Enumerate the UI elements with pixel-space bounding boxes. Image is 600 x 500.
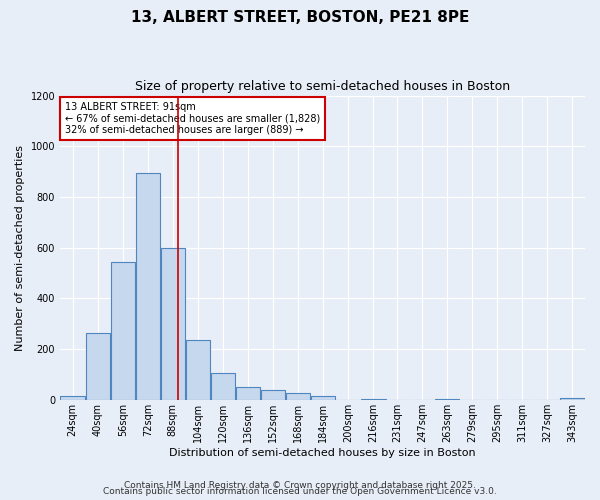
- Text: 13 ALBERT STREET: 91sqm
← 67% of semi-detached houses are smaller (1,828)
32% of: 13 ALBERT STREET: 91sqm ← 67% of semi-de…: [65, 102, 320, 135]
- Bar: [86, 332, 110, 400]
- Bar: [311, 396, 335, 400]
- Bar: [136, 173, 160, 400]
- Bar: [186, 340, 210, 400]
- Bar: [110, 262, 135, 400]
- Bar: [560, 398, 584, 400]
- Text: 13, ALBERT STREET, BOSTON, PE21 8PE: 13, ALBERT STREET, BOSTON, PE21 8PE: [131, 10, 469, 25]
- Bar: [161, 248, 185, 400]
- Bar: [211, 373, 235, 400]
- Title: Size of property relative to semi-detached houses in Boston: Size of property relative to semi-detach…: [135, 80, 510, 93]
- Bar: [286, 394, 310, 400]
- Y-axis label: Number of semi-detached properties: Number of semi-detached properties: [15, 144, 25, 350]
- Bar: [361, 398, 386, 400]
- Bar: [61, 396, 85, 400]
- Text: Contains HM Land Registry data © Crown copyright and database right 2025.: Contains HM Land Registry data © Crown c…: [124, 481, 476, 490]
- Text: Contains public sector information licensed under the Open Government Licence v3: Contains public sector information licen…: [103, 487, 497, 496]
- X-axis label: Distribution of semi-detached houses by size in Boston: Distribution of semi-detached houses by …: [169, 448, 476, 458]
- Bar: [435, 398, 459, 400]
- Bar: [261, 390, 286, 400]
- Bar: [236, 387, 260, 400]
